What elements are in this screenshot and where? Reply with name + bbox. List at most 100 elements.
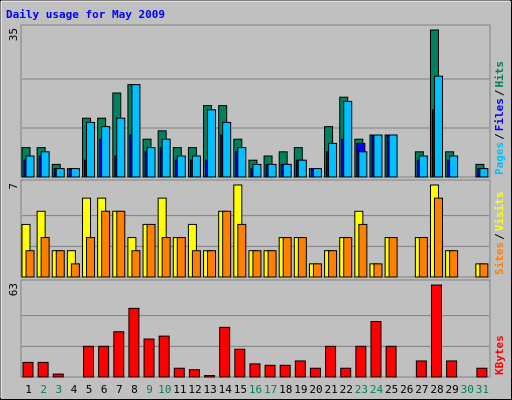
bar (161, 138, 171, 178)
bar (237, 223, 247, 278)
bar (86, 121, 96, 178)
bar (173, 367, 185, 378)
x-tick-label: 15 (234, 383, 247, 396)
legend: Pages/Files/Hits (493, 61, 506, 175)
x-tick-label: 18 (279, 383, 292, 396)
bar (219, 326, 231, 378)
x-tick-label: 31 (476, 383, 489, 396)
chart-title: Daily usage for May 2009 (6, 8, 165, 21)
x-tick-label: 21 (325, 383, 338, 396)
x-tick-label: 26 (400, 383, 413, 396)
bar (358, 151, 368, 178)
bar (340, 367, 352, 378)
x-tick-label: 11 (173, 383, 186, 396)
x-tick-label: 24 (370, 383, 384, 396)
bar (128, 307, 140, 378)
bar (418, 237, 428, 278)
bar (370, 321, 382, 378)
bar (476, 367, 488, 378)
legend-entry: Sites (493, 242, 506, 275)
legend-separator: / (493, 133, 506, 140)
bar (158, 335, 170, 378)
bar (309, 367, 321, 378)
legend-entry: Visits (493, 192, 506, 232)
legend: KBytes (493, 335, 506, 375)
bar (55, 168, 65, 178)
legend-separator: / (493, 233, 506, 240)
legend-separator: / (493, 89, 506, 96)
bar (312, 168, 322, 178)
x-tick-label: 14 (219, 383, 233, 396)
bar (25, 250, 35, 278)
bar (415, 360, 427, 378)
bar (312, 263, 322, 278)
bar (252, 250, 262, 278)
bar (101, 126, 111, 178)
bar (282, 163, 292, 178)
x-tick-label: 28 (430, 383, 443, 396)
y-tick-label: 35 (7, 28, 20, 41)
bar (358, 223, 368, 278)
bar (373, 134, 383, 178)
x-tick-label: 4 (71, 383, 78, 396)
bar (146, 223, 156, 278)
bar (25, 155, 35, 178)
bar (207, 250, 217, 278)
x-tick-label: 10 (158, 383, 171, 396)
bar (267, 250, 277, 278)
x-tick-label: 29 (446, 383, 459, 396)
bar (70, 168, 80, 178)
bar (433, 197, 443, 278)
bar (222, 210, 232, 278)
x-tick-label: 1 (25, 383, 32, 396)
bar (116, 117, 126, 178)
x-tick-label: 9 (146, 383, 153, 396)
bar (385, 345, 397, 378)
bar (328, 142, 338, 178)
bar (40, 237, 50, 278)
bar (146, 147, 156, 178)
legend-entry: Pages (493, 142, 506, 175)
bar (388, 134, 398, 178)
legend-entry: Files (493, 98, 506, 131)
y-tick-label: 63 (7, 283, 20, 296)
bar (143, 338, 155, 378)
bar (237, 147, 247, 178)
bar (282, 237, 292, 278)
bar (131, 250, 141, 278)
bar (325, 345, 337, 378)
bar (267, 163, 277, 178)
x-tick-label: 30 (461, 383, 474, 396)
legend-entry: KBytes (493, 335, 506, 375)
x-tick-label: 25 (385, 383, 398, 396)
bar (207, 109, 217, 178)
x-tick-label: 7 (116, 383, 123, 396)
bar (131, 84, 141, 178)
bar (191, 250, 201, 278)
bar (161, 237, 171, 278)
bar (373, 263, 383, 278)
bar (355, 345, 367, 378)
bar (388, 237, 398, 278)
bar (249, 363, 261, 378)
bar (176, 237, 186, 278)
bar (188, 369, 200, 378)
x-tick-label: 19 (294, 383, 307, 396)
x-tick-label: 12 (188, 383, 201, 396)
bar (83, 345, 95, 378)
x-tick-label: 13 (203, 383, 216, 396)
bar (204, 375, 216, 378)
bar (294, 360, 306, 378)
bar (98, 345, 110, 378)
x-tick-label: 8 (131, 383, 138, 396)
legend-entry: Hits (493, 61, 506, 88)
bar (264, 364, 276, 378)
bar (297, 237, 307, 278)
bar (328, 250, 338, 278)
bar (252, 163, 262, 178)
bar (279, 364, 291, 378)
bar (449, 250, 459, 278)
x-tick-label: 5 (86, 383, 93, 396)
y-tick-label: 7 (7, 183, 20, 190)
